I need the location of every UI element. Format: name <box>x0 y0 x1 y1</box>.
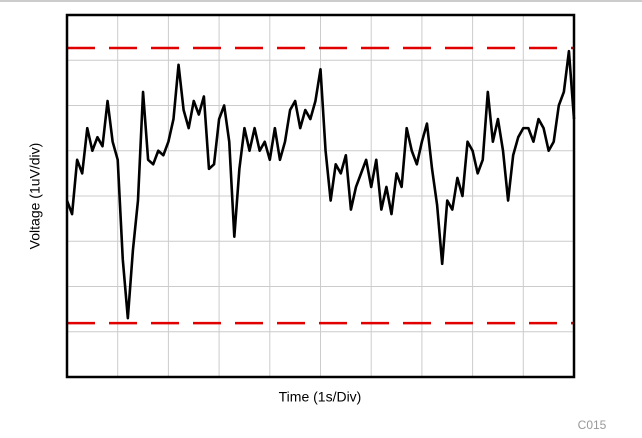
y-axis-label: Voltage (1uV/div) <box>27 143 43 250</box>
plot-frame <box>65 13 576 379</box>
signal-line <box>65 49 576 320</box>
x-axis-label: Time (1s/Div) <box>279 389 362 405</box>
figure-code: C015 <box>578 418 607 432</box>
